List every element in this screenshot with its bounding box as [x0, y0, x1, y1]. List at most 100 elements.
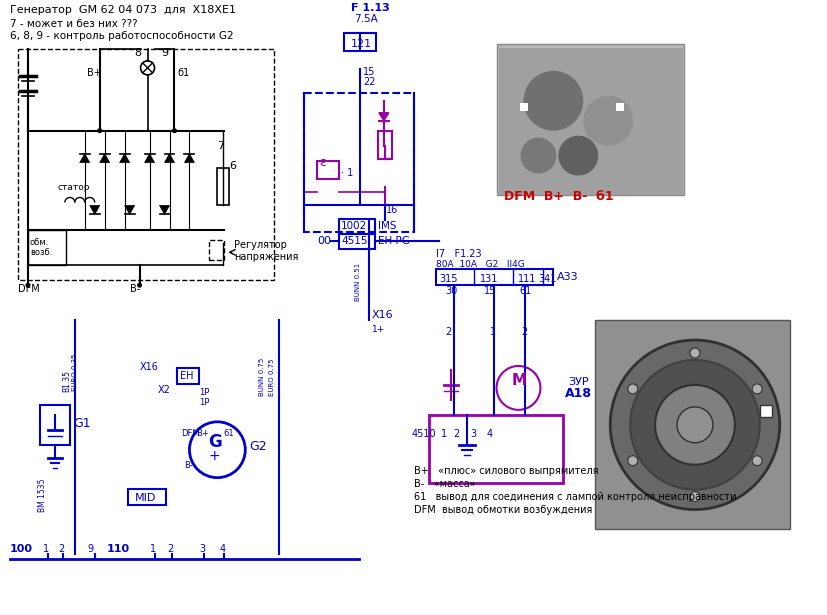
Text: 7.5A: 7.5A: [353, 14, 377, 24]
Text: 2: 2: [453, 429, 459, 438]
Circle shape: [689, 491, 699, 502]
Polygon shape: [125, 205, 135, 215]
Text: EURO 0.75: EURO 0.75: [269, 359, 275, 396]
Text: G1: G1: [73, 417, 90, 430]
Circle shape: [629, 360, 759, 490]
Circle shape: [137, 283, 142, 288]
Text: B-: B-: [184, 461, 193, 470]
Bar: [520, 103, 528, 111]
Text: IMS: IMS: [377, 221, 396, 231]
Text: возб.: возб.: [30, 248, 52, 257]
Text: EURO 0.35: EURO 0.35: [72, 354, 78, 391]
Polygon shape: [79, 154, 89, 162]
Text: 00-: 00-: [317, 236, 335, 247]
Text: B-: B-: [130, 284, 140, 294]
Text: G2: G2: [249, 440, 266, 453]
Text: Генератор  GM 62 04 073  для  X18XE1: Генератор GM 62 04 073 для X18XE1: [10, 5, 236, 15]
Text: ε: ε: [318, 156, 325, 169]
Text: 1: 1: [489, 327, 495, 337]
Text: BUNN 0.75: BUNN 0.75: [259, 358, 265, 396]
Text: B+   «плюс» силового выпрямителя: B+ «плюс» силового выпрямителя: [414, 466, 598, 475]
Bar: [615, 103, 624, 111]
Text: MID: MID: [135, 493, 155, 502]
Polygon shape: [184, 154, 194, 162]
Text: 9: 9: [88, 544, 93, 555]
Bar: [127, 489, 165, 504]
Text: B1.35: B1.35: [62, 370, 71, 392]
Text: 131: 131: [479, 274, 497, 284]
Text: 16: 16: [385, 205, 398, 215]
Text: I7   F1.23: I7 F1.23: [435, 249, 480, 260]
Text: 1: 1: [440, 429, 447, 438]
Circle shape: [751, 456, 761, 466]
Text: DFM  B+  B-  б1: DFM B+ B- б1: [503, 191, 613, 204]
Bar: [209, 240, 224, 260]
Polygon shape: [160, 205, 170, 215]
Text: F 1.13: F 1.13: [351, 3, 390, 13]
Text: X16: X16: [140, 362, 158, 372]
Text: +: +: [208, 449, 220, 462]
Text: 6, 8, 9 - контроль работоспособности G2: 6, 8, 9 - контроль работоспособности G2: [10, 31, 233, 41]
Circle shape: [654, 385, 734, 465]
Bar: [759, 405, 771, 417]
Circle shape: [172, 128, 177, 133]
Circle shape: [609, 340, 779, 510]
Text: Регулятор: Регулятор: [234, 240, 287, 250]
Text: обм.: обм.: [30, 239, 49, 247]
Polygon shape: [165, 154, 174, 162]
Circle shape: [520, 138, 556, 173]
Circle shape: [676, 407, 712, 443]
Text: 15: 15: [362, 67, 375, 77]
Bar: [338, 234, 375, 249]
Text: 22: 22: [362, 77, 375, 87]
Circle shape: [627, 456, 637, 466]
Text: EH PG: EH PG: [377, 236, 409, 247]
Circle shape: [751, 384, 761, 394]
Circle shape: [26, 283, 31, 288]
Text: 1+: 1+: [371, 325, 385, 334]
Text: 121: 121: [351, 39, 371, 49]
Text: 2: 2: [445, 327, 452, 337]
Bar: [377, 130, 391, 159]
Bar: [496, 44, 683, 196]
Bar: [317, 161, 338, 178]
Text: 15: 15: [483, 286, 495, 296]
Text: 1: 1: [150, 544, 155, 555]
Circle shape: [557, 136, 598, 175]
Text: ЗУР: ЗУР: [567, 377, 588, 387]
Text: 1P: 1P: [199, 398, 209, 407]
Text: 4: 4: [486, 429, 492, 438]
Text: DFM: DFM: [181, 429, 200, 438]
Text: A18: A18: [565, 387, 591, 400]
Text: 61: 61: [223, 429, 234, 438]
Text: напряжения: напряжения: [234, 252, 299, 262]
Bar: [177, 368, 199, 384]
Text: 2: 2: [521, 327, 527, 337]
Bar: [435, 269, 552, 285]
Text: 100: 100: [10, 544, 33, 555]
Text: 2: 2: [167, 544, 174, 555]
Text: B+: B+: [196, 429, 209, 438]
Bar: [40, 405, 69, 445]
Text: 30: 30: [445, 286, 457, 296]
Text: A33: A33: [557, 272, 578, 282]
Bar: [28, 231, 65, 265]
Text: статор: статор: [58, 183, 90, 192]
Bar: [338, 220, 375, 234]
Text: · 1: · 1: [341, 167, 353, 178]
Text: 1: 1: [43, 544, 49, 555]
Bar: [595, 320, 789, 530]
Circle shape: [689, 348, 699, 358]
Text: 9: 9: [161, 48, 169, 58]
Text: X2: X2: [157, 385, 170, 395]
Text: 4: 4: [219, 544, 225, 555]
Text: 2: 2: [58, 544, 64, 555]
Text: 7: 7: [218, 141, 224, 151]
Text: X16: X16: [371, 310, 393, 320]
Circle shape: [627, 384, 637, 394]
Circle shape: [523, 71, 582, 130]
Text: 3: 3: [199, 544, 205, 555]
Text: BM 1535: BM 1535: [38, 478, 47, 512]
Bar: [428, 415, 562, 483]
Polygon shape: [145, 154, 155, 162]
